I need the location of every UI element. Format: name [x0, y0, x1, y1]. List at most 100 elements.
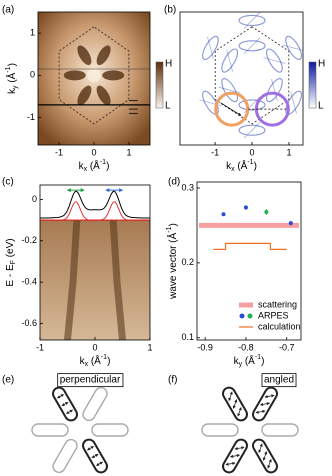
molecule: [261, 423, 299, 437]
intensity-center: [87, 68, 101, 83]
molecule: [82, 438, 108, 474]
scattering-feature: [243, 12, 261, 29]
colorbar-low: L: [318, 101, 324, 112]
polarization-arrow: [91, 453, 99, 459]
colorbar: [308, 61, 317, 109]
colorbar-low: L: [165, 101, 171, 112]
x-axis-label: kx (Å-1): [79, 159, 110, 174]
molecule-outline: [261, 423, 299, 437]
panel: (b)-1 0 1kx (Å-1)HL: [164, 5, 325, 174]
y-tick-label: 0.1: [181, 332, 194, 342]
y-tick-label: -0.2: [21, 235, 37, 245]
polarization-arrow: [228, 391, 233, 402]
scattering-feature: [238, 124, 266, 136]
x-tick-label: -1: [211, 147, 219, 157]
molecule: [252, 386, 278, 422]
polarization-arrow: [262, 451, 268, 461]
y-axis-label-part: ): [168, 223, 179, 226]
molecule-outline: [222, 438, 248, 474]
y-tick-label: 0.2: [181, 257, 194, 267]
panel-label: (d): [168, 177, 180, 188]
y-tick-label: 0.3: [181, 182, 194, 192]
x-axis-label-part: k: [79, 161, 85, 172]
scattering-feature: [243, 121, 261, 139]
y-axis-label-part: F: [10, 260, 17, 264]
polarization-arrow: [232, 399, 238, 409]
molecule: [222, 386, 248, 422]
molecule: [52, 438, 78, 474]
legend-label: calculation: [258, 321, 301, 331]
diagram: (f) angled: [168, 373, 299, 474]
x-axis-label-part: -1: [247, 159, 253, 166]
intensity-spot: [77, 85, 92, 106]
molecule-outline: [52, 438, 78, 474]
molecule-outline: [252, 438, 278, 474]
colorbar-high: H: [165, 59, 172, 70]
x-tick-label: -1: [55, 147, 63, 157]
y-tick-label: 0: [30, 70, 35, 80]
intensity-spot: [102, 70, 125, 81]
scattering-feature: [221, 48, 238, 73]
polarization-arrow: [267, 458, 272, 469]
polarization-arrow: [259, 402, 271, 406]
legend-label: scattering: [258, 299, 297, 309]
scattering-feature: [238, 99, 266, 111]
plot-area: [40, 188, 150, 340]
plot-area: [38, 12, 150, 145]
x-axis-label-part: x: [231, 166, 235, 173]
x-tick-label: 1: [147, 342, 152, 352]
molecule: [252, 438, 278, 474]
x-axis-label-part: (Å: [88, 354, 101, 367]
y-axis-label-part: k: [7, 88, 18, 94]
y-axis-label-part: (Å: [5, 72, 18, 85]
edc-curve: [40, 190, 150, 219]
molecule: [222, 438, 248, 474]
molecule-outline: [52, 386, 78, 422]
x-axis-label-part: x: [84, 166, 88, 173]
x-axis-label-part: k: [226, 161, 232, 172]
molecule: [91, 423, 129, 437]
x-axis-label-part: ): [107, 356, 110, 367]
y-tick-label: 0: [32, 194, 37, 204]
scattering-feature: [266, 78, 283, 103]
intensity-spot: [63, 70, 86, 81]
y-axis-label: E - EF (eV): [5, 238, 18, 286]
diagram-title: angled: [264, 375, 294, 386]
diagram-title: perpendicular: [60, 375, 121, 386]
x-axis-label-part: x: [85, 361, 89, 368]
scattering-feature: [282, 44, 303, 52]
scattering-circle: [214, 91, 250, 127]
y-axis-label-part: ): [7, 63, 18, 66]
data-point: [264, 209, 269, 214]
polarization-arrow: [229, 454, 241, 458]
panel-label: (a): [2, 5, 14, 16]
title-box: [261, 373, 297, 388]
y-tick-label: -1: [27, 112, 35, 122]
polarization-arrow: [61, 401, 69, 407]
y-axis-label: wave vector (Å-1): [166, 223, 179, 300]
x-axis-label: ky (Å-1): [234, 354, 265, 369]
x-axis-label-part: (Å: [242, 354, 255, 367]
intensity-map: [180, 12, 303, 145]
x-tick-label: -0.9: [197, 342, 213, 352]
y-tick-label: 1: [30, 27, 35, 37]
data-point: [288, 221, 293, 226]
scattering-feature: [202, 35, 219, 60]
plot-area: [180, 12, 303, 145]
x-tick-label: -1: [36, 342, 44, 352]
y-axis-label-part: E - E: [5, 264, 16, 287]
x-axis-label-part: ): [254, 161, 257, 172]
x-tick-label: -0.7: [279, 342, 295, 352]
intensity-spot: [77, 45, 92, 66]
panel: (c)-1 0 10-0.2-0.4-0.6kx (Å-1)E - EF (eV): [2, 177, 153, 369]
molecule-outline: [201, 423, 239, 437]
y-axis-label-part: wave vector (Å: [166, 232, 179, 299]
y-axis-label-part: y: [12, 85, 19, 89]
y-tick-label: -0.4: [21, 277, 37, 287]
x-axis-label-part: ): [261, 356, 264, 367]
edc-curve: [40, 201, 150, 221]
scattering-feature: [218, 86, 241, 94]
molecule-outline: [252, 386, 278, 422]
scattering-feature: [238, 40, 266, 52]
